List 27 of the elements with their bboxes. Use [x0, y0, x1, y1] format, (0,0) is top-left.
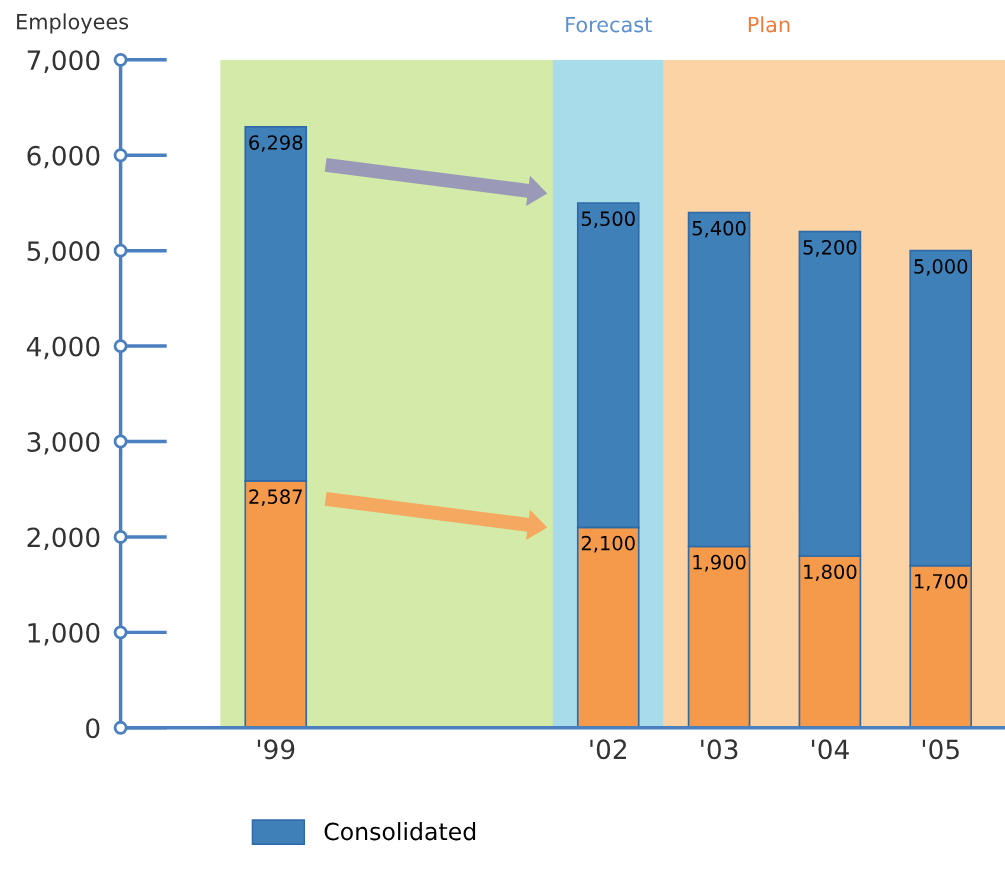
total-label: 5,000 — [914, 259, 968, 276]
total-label: 5,200 — [803, 239, 857, 257]
y-tick-label: 6,000 — [27, 145, 100, 169]
y-tick-label: 2,000 — [27, 527, 100, 551]
y-tick-label: 0 — [86, 718, 100, 739]
data-label: 1,700 — [915, 573, 968, 591]
y-tick-label: 7,000 — [27, 50, 100, 73]
x-tick-label: '04 — [812, 739, 849, 760]
x-tick-label: '03 — [701, 739, 738, 760]
x-tick-label: '99 — [257, 739, 295, 760]
band-label: Forecast — [566, 16, 652, 33]
data-label: 2,100 — [581, 535, 635, 553]
y-tick-label: 3,000 — [27, 431, 100, 455]
data-label: 1,800 — [804, 564, 857, 582]
band-label: Plan — [748, 16, 790, 33]
y-tick-label: 4,000 — [26, 336, 100, 360]
y-axis-title: Employees — [17, 13, 129, 34]
x-tick-label: '02 — [590, 739, 627, 760]
total-label: 6,298 — [249, 135, 303, 152]
data-label: 1,900 — [693, 554, 746, 572]
total-label: 5,400 — [692, 220, 746, 238]
y-tick-label: 1,000 — [28, 622, 100, 646]
legend-label: Consolidated — [324, 822, 476, 841]
y-tick-label: 5,000 — [27, 241, 100, 264]
data-label: 2,587 — [249, 489, 302, 506]
total-label: 5,500 — [581, 211, 635, 229]
x-tick-label: '05 — [922, 739, 959, 760]
